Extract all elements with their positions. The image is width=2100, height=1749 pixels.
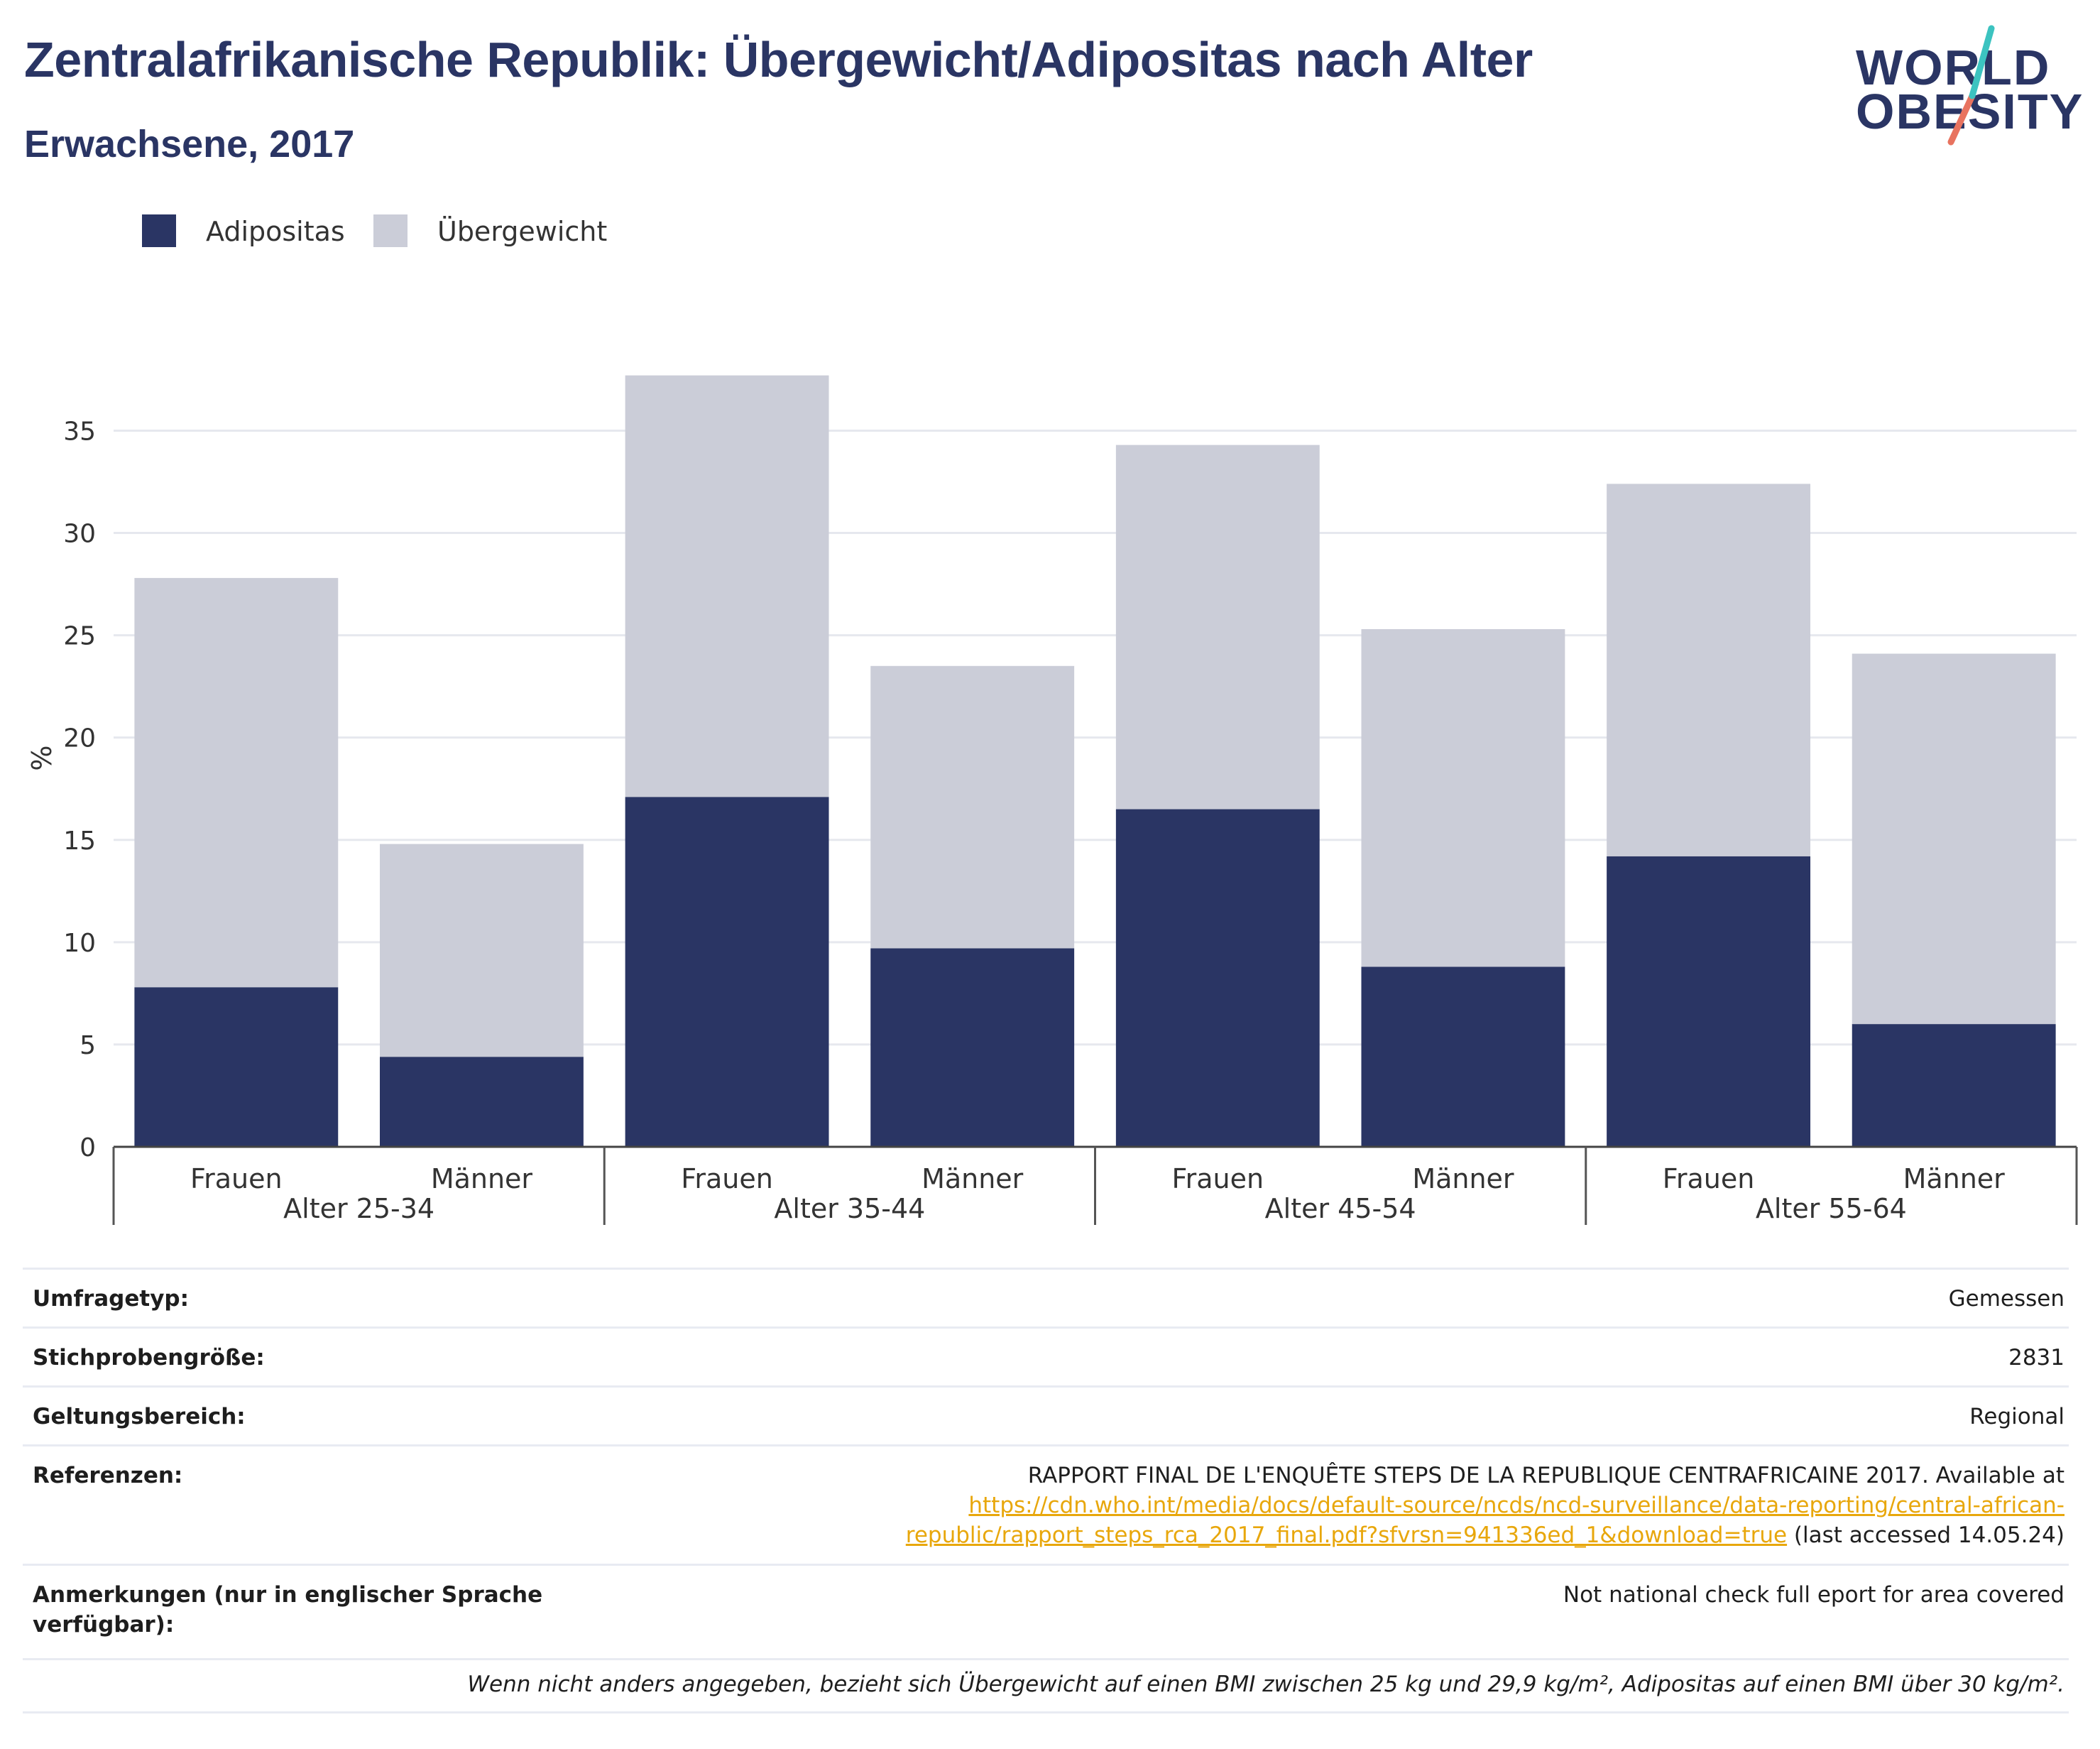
logo-slash-icon [1947, 25, 1995, 146]
bar-adipositas-5 [1361, 966, 1565, 1147]
legend-label-uebergewicht: Übergewicht [437, 216, 608, 247]
stacked-bar-chart: 0 5 10 15 20 25 30 35% Frauen Männer Frauen Männer F… [26, 375, 2078, 1225]
x-tick-label: Frauen [190, 1163, 283, 1194]
y-tick-label: 30 [63, 520, 96, 549]
logo-line-2: OBESITY [1856, 84, 2084, 139]
y-tick-label: 0 [80, 1133, 96, 1162]
reference-link[interactable]: https://cdn.who.int/media/docs/default-s… [968, 1493, 2065, 1518]
info-label: Stichprobengröße: [33, 1345, 265, 1371]
x-tick-label: Männer [922, 1163, 1024, 1194]
bar-bergewicht-5 [1361, 628, 1565, 967]
y-tick-label: 35 [63, 417, 96, 446]
info-value: 2831 [2008, 1345, 2065, 1371]
x-tick-label: Männer [1903, 1163, 2006, 1194]
info-row-survey-type: Umfragetyp: Gemessen [23, 1268, 2069, 1326]
y-tick-label: 5 [80, 1031, 96, 1060]
bar-adipositas-6 [1607, 856, 1810, 1147]
group-label: Alter 35-44 [774, 1193, 925, 1224]
bar-adipositas-0 [134, 987, 339, 1147]
y-tick-label: 10 [63, 929, 96, 958]
bar-bergewicht-7 [1852, 653, 2056, 1025]
bar-bergewicht-0 [134, 577, 339, 988]
legend-swatch-adipositas [142, 214, 176, 247]
footnote: Wenn nicht anders angegeben, bezieht sic… [23, 1658, 2069, 1713]
legend-label-adipositas: Adipositas [206, 216, 345, 247]
bar-adipositas-1 [380, 1057, 584, 1147]
info-label: Geltungsbereich: [33, 1404, 246, 1429]
info-row-coverage: Geltungsbereich: Regional [23, 1385, 2069, 1444]
page-subtitle: Erwachsene, 2017 [24, 123, 355, 165]
y-tick-label: 15 [63, 827, 96, 856]
notes-label-line2: verfügbar): [33, 1612, 175, 1638]
info-row-references: Referenzen: RAPPORT FINAL DE L'ENQUÊTE S… [23, 1444, 2069, 1564]
x-tick-label: Frauen [1663, 1163, 1755, 1194]
group-label: Alter 25-34 [283, 1193, 434, 1224]
footnote-text: Wenn nicht anders angegeben, bezieht sic… [467, 1672, 2065, 1697]
reference-accessed: (last accessed 14.05.24) [1787, 1522, 2065, 1548]
info-row-notes: Anmerkungen (nur in englischer Sprache v… [23, 1564, 2069, 1655]
x-tick-label: Frauen [681, 1163, 773, 1194]
info-value: Not national check full eport for area c… [1563, 1582, 2065, 1608]
reference-link-cont[interactable]: republic/rapport_steps_rca_2017_final.pd… [905, 1522, 1788, 1548]
legend-swatch-uebergewicht [373, 214, 408, 247]
y-tick-label: 25 [63, 622, 96, 651]
x-tick-label: Frauen [1172, 1163, 1264, 1194]
logo-line-1: WORLD [1856, 40, 2051, 95]
world-obesity-logo: WORLD OBESITY [1846, 21, 2082, 149]
info-row-sample-size: Stichprobengröße: 2831 [23, 1326, 2069, 1385]
bar-adipositas-2 [625, 797, 829, 1147]
bar-bergewicht-4 [1115, 445, 1320, 810]
bar-adipositas-7 [1852, 1024, 2056, 1147]
info-table: Umfragetyp: Gemessen Stichprobengröße: 2… [23, 1268, 2069, 1655]
x-tick-label: Männer [1412, 1163, 1514, 1194]
reference-text: RAPPORT FINAL DE L'ENQUÊTE STEPS DE LA R… [906, 1461, 2065, 1550]
bar-bergewicht-2 [625, 375, 829, 797]
group-label: Alter 55-64 [1756, 1193, 1907, 1224]
bar-bergewicht-1 [380, 844, 584, 1057]
info-label: Umfragetyp: [33, 1286, 189, 1312]
info-value: Gemessen [1948, 1286, 2065, 1312]
bar-bergewicht-6 [1607, 484, 1810, 856]
info-label: Anmerkungen (nur in englischer Sprache v… [33, 1580, 542, 1640]
y-tick-label: 20 [63, 724, 96, 753]
page-title: Zentralafrikanische Republik: Übergewich… [24, 32, 1533, 87]
info-label: Referenzen: [33, 1463, 183, 1488]
info-value: Regional [1969, 1404, 2065, 1429]
notes-label-line1: Anmerkungen (nur in englischer Sprache [33, 1582, 543, 1608]
bar-bergewicht-3 [870, 665, 1075, 949]
x-tick-label: Männer [431, 1163, 533, 1194]
bar-adipositas-4 [1115, 809, 1320, 1147]
group-label: Alter 45-54 [1265, 1193, 1416, 1224]
bar-adipositas-3 [870, 948, 1075, 1147]
reference-title: RAPPORT FINAL DE L'ENQUÊTE STEPS DE LA R… [1027, 1463, 2065, 1488]
y-axis-label: % [26, 745, 58, 770]
